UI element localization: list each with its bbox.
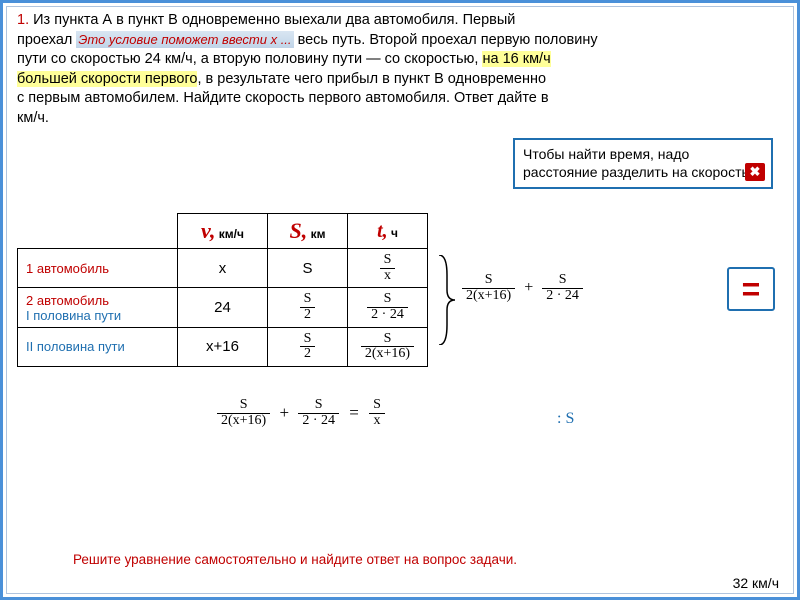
row2-label: 2 автомобиль xyxy=(26,293,109,308)
equals-button[interactable]: = xyxy=(727,267,775,311)
row2a-label: I половина пути xyxy=(26,308,121,323)
divide-s-note: : S xyxy=(557,410,574,428)
col-t: t, ч xyxy=(348,214,428,249)
table-row: II половина пути x+16 S2 S2(x+16) xyxy=(18,327,428,366)
table-row: 2 автомобиль I половина пути 24 S2 S2 · … xyxy=(18,288,428,327)
table-row: 1 автомобиль x S Sx xyxy=(18,249,428,288)
hint-text: Чтобы найти время, надо расстояние разде… xyxy=(523,146,753,180)
final-equation: S2(x+16) + S2 · 24 = Sx xyxy=(217,398,385,428)
col-v: v, км/ч xyxy=(178,214,268,249)
row3-label: II половина пути xyxy=(18,327,178,366)
solve-note: Решите уравнение самостоятельно и найдит… xyxy=(73,552,517,567)
answer-text: 32 км/ч xyxy=(733,575,779,591)
hint-box: Чтобы найти время, надо расстояние разде… xyxy=(513,138,773,189)
brace-icon xyxy=(437,255,455,345)
row1-label: 1 автомобиль xyxy=(18,249,178,288)
rhs-expression: S2(x+16) + S2 · 24 xyxy=(462,273,583,303)
close-icon[interactable]: ✖ xyxy=(745,163,765,181)
main-area: v, км/ч S, км t, ч 1 автомобиль x S Sx 2… xyxy=(17,213,783,367)
col-s: S, км xyxy=(268,214,348,249)
data-table: v, км/ч S, км t, ч 1 автомобиль x S Sx 2… xyxy=(17,213,428,367)
